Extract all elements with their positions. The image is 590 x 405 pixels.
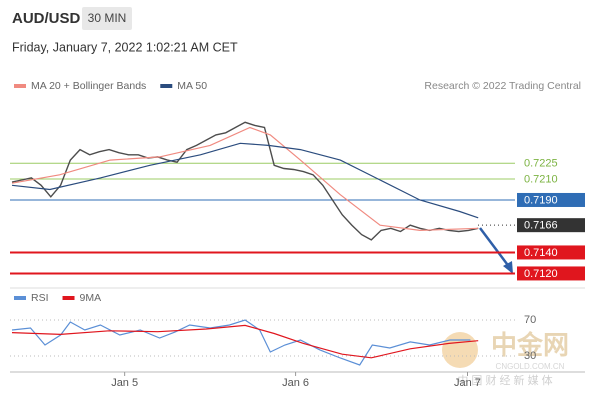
y-tick-label: 30	[524, 350, 536, 362]
timeframe: 30 MIN	[88, 11, 127, 25]
forecast-arrow	[479, 227, 511, 269]
legend-label: MA 20 + Bollinger Bands	[31, 80, 146, 92]
legend-swatch	[14, 84, 26, 88]
legend-swatch	[160, 84, 173, 88]
symbol: AUD/USD	[12, 10, 81, 27]
level-label: 0.7166	[524, 220, 558, 232]
level-label: 0.7210	[524, 173, 558, 185]
level-label: 0.7190	[524, 194, 558, 206]
series-line	[11, 126, 479, 232]
legend-label: RSI	[31, 292, 49, 304]
level-label: 0.7225	[524, 158, 558, 170]
level-box	[517, 245, 585, 260]
level-box	[517, 218, 585, 233]
x-tick-label: Jan 5	[111, 377, 138, 389]
datetime: Friday, January 7, 2022 1:02:21 AM CET	[12, 40, 238, 54]
forecast-arrowhead	[503, 261, 513, 274]
legend-swatch	[62, 296, 75, 300]
series-line	[11, 121, 479, 241]
watermark-tagline: 中 国 财 经 新 媒 体	[457, 373, 552, 387]
watermark-logo	[442, 332, 478, 368]
series-line	[11, 142, 479, 219]
legend-swatch	[14, 296, 26, 300]
level-label: 0.7120	[524, 268, 558, 280]
watermark-site: CNGOLD.COM.CN	[496, 362, 565, 371]
legend-label: MA 50	[177, 80, 207, 92]
series-line	[11, 319, 471, 366]
level-label: 0.7140	[524, 247, 558, 259]
series-line	[11, 324, 479, 359]
x-tick-label: Jan 7	[454, 377, 481, 389]
watermark-brand: 中金网	[491, 330, 569, 360]
legend-label: 9MA	[80, 292, 102, 304]
level-box	[517, 266, 585, 281]
x-tick-label: Jan 6	[282, 377, 309, 389]
timeframe-box	[82, 7, 132, 30]
y-tick-label: 70	[524, 314, 536, 326]
level-box	[517, 192, 585, 207]
source: Research © 2022 Trading Central	[424, 80, 581, 92]
